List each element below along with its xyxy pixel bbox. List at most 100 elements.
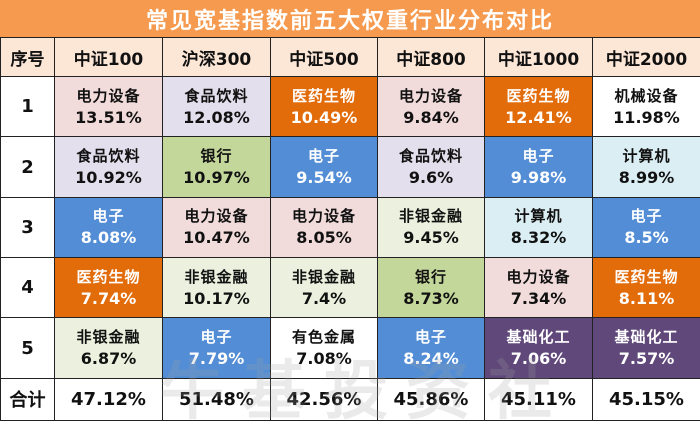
total-value: 47.12% (55, 378, 163, 420)
industry-name: 医药生物 (55, 266, 162, 288)
weight-percent: 12.08% (163, 107, 270, 129)
industry-name: 电子 (378, 326, 484, 348)
industry-name: 基础化工 (593, 326, 700, 348)
weight-percent: 10.49% (271, 107, 377, 129)
table-title: 常见宽基指数前五大权重行业分布对比 (0, 0, 700, 38)
industry-name: 电子 (163, 326, 270, 348)
header-row: 序号 中证100 沪深300 中证500 中证800 中证1000 中证2000 (1, 38, 700, 77)
rank-cell: 4 (1, 258, 55, 318)
weight-percent: 9.84% (378, 107, 484, 129)
industry-name: 电子 (55, 205, 162, 227)
industry-name: 食品饮料 (163, 85, 270, 107)
rank-cell: 5 (1, 318, 55, 378)
weight-percent: 10.92% (55, 167, 162, 189)
total-value: 45.86% (378, 378, 485, 420)
weight-percent: 7.06% (485, 348, 592, 370)
weight-percent: 8.24% (378, 348, 484, 370)
industry-name: 电力设备 (378, 85, 484, 107)
industry-name: 非银金融 (271, 266, 377, 288)
industry-name: 银行 (163, 145, 270, 167)
weight-percent: 7.08% (271, 348, 377, 370)
industry-name: 电子 (485, 145, 592, 167)
weight-percent: 8.99% (593, 167, 700, 189)
rank-cell: 3 (1, 197, 55, 257)
industry-name: 电子 (271, 145, 377, 167)
weight-percent: 7.74% (55, 288, 162, 310)
industry-name: 基础化工 (485, 326, 592, 348)
total-value: 45.15% (593, 378, 700, 420)
weight-percent: 10.47% (163, 227, 270, 249)
industry-name: 食品饮料 (55, 145, 162, 167)
weight-percent: 13.51% (55, 107, 162, 129)
weight-percent: 11.98% (593, 107, 700, 129)
industry-name: 机械设备 (593, 85, 700, 107)
header-csi2000: 中证2000 (593, 38, 700, 77)
header-csi100: 中证100 (55, 38, 163, 77)
weight-percent: 8.5% (593, 227, 700, 249)
industry-name: 非银金融 (378, 205, 484, 227)
weight-percent: 7.4% (271, 288, 377, 310)
industry-name: 电力设备 (485, 266, 592, 288)
weight-percent: 12.41% (485, 107, 592, 129)
industry-name: 电力设备 (271, 205, 377, 227)
total-value: 45.11% (485, 378, 593, 420)
header-csi1000: 中证1000 (485, 38, 593, 77)
industry-name: 非银金融 (55, 326, 162, 348)
weight-percent: 8.05% (271, 227, 377, 249)
industry-name: 电子 (593, 205, 700, 227)
industry-name: 食品饮料 (378, 145, 484, 167)
industry-name: 非银金融 (163, 266, 270, 288)
weight-percent: 10.17% (163, 288, 270, 310)
header-csi300: 沪深300 (163, 38, 271, 77)
total-label: 合计 (1, 378, 55, 420)
weight-percent: 10.97% (163, 167, 270, 189)
total-value: 42.56% (271, 378, 378, 420)
weight-percent: 7.34% (485, 288, 592, 310)
weight-percent: 8.08% (55, 227, 162, 249)
industry-name: 计算机 (485, 205, 592, 227)
industry-name: 医药生物 (593, 266, 700, 288)
header-csi800: 中证800 (378, 38, 485, 77)
rank-cell: 2 (1, 137, 55, 197)
industry-name: 医药生物 (485, 85, 592, 107)
industry-name: 电力设备 (163, 205, 270, 227)
weight-percent: 8.32% (485, 227, 592, 249)
weight-percent: 7.79% (163, 348, 270, 370)
industry-name: 电力设备 (55, 85, 162, 107)
industry-name: 银行 (378, 266, 484, 288)
weight-percent: 6.87% (55, 348, 162, 370)
weight-percent: 8.73% (378, 288, 484, 310)
industry-name: 有色金属 (271, 326, 377, 348)
weight-percent: 9.54% (271, 167, 377, 189)
